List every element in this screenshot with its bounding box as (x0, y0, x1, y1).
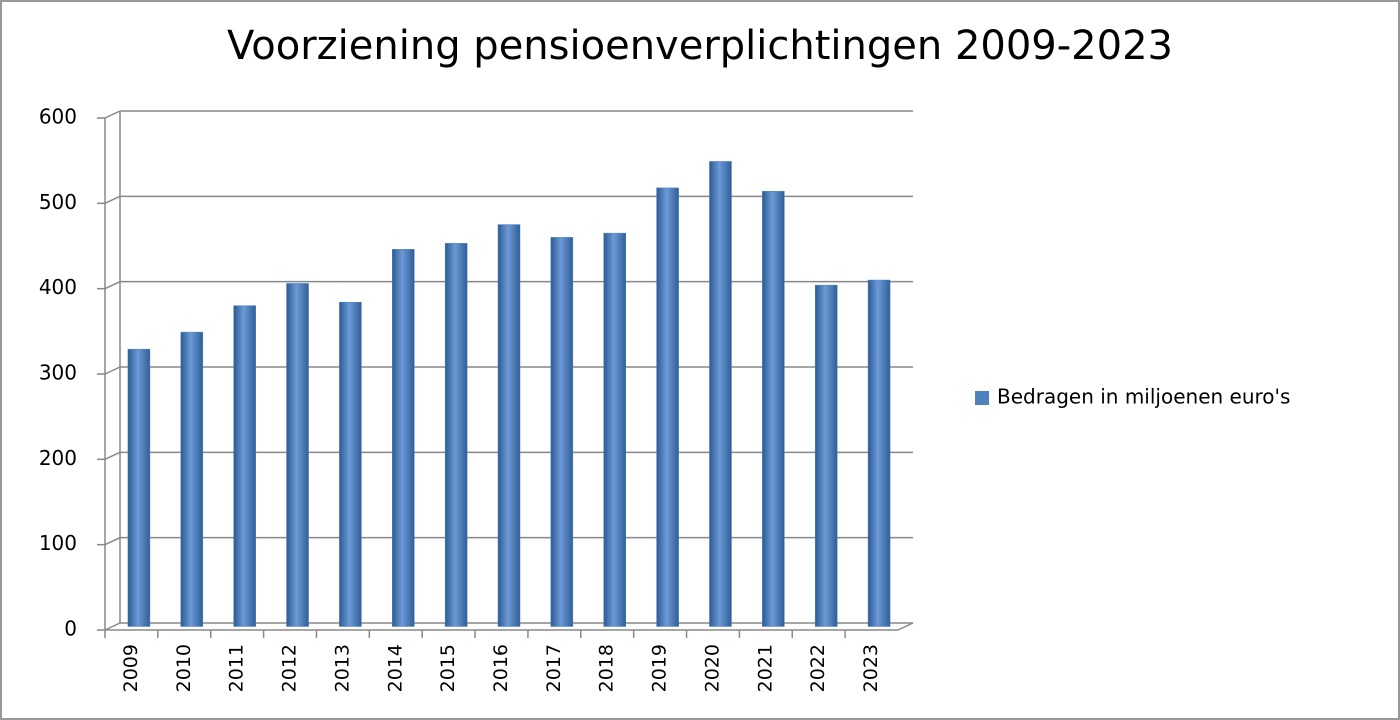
y-tick-label: 600 (39, 105, 77, 129)
x-tick-label: 2012 (279, 644, 301, 692)
grid-line-side (104, 195, 121, 205)
y-tick-label: 500 (39, 190, 77, 214)
bar (497, 224, 521, 627)
bar (233, 305, 256, 627)
x-tick-label: 2011 (226, 644, 248, 692)
y-tick-label: 300 (39, 361, 77, 385)
bar (814, 284, 838, 627)
bar (286, 283, 309, 627)
bar (867, 279, 891, 627)
grid-line-side (104, 451, 121, 461)
bar (127, 348, 151, 627)
bar (762, 191, 785, 627)
x-tick-label: 2013 (331, 644, 353, 692)
x-tick-label: 2018 (596, 644, 618, 692)
bar (656, 187, 679, 627)
bar (550, 237, 574, 627)
x-tick-label: 2016 (490, 644, 512, 692)
x-tick-label: 2020 (701, 644, 723, 692)
grid-line-side (104, 280, 121, 290)
y-tick-label: 200 (39, 446, 77, 470)
x-axis-side (897, 622, 914, 631)
x-tick-label: 2022 (807, 644, 829, 692)
x-tick-label: 2010 (173, 644, 195, 692)
x-tick-label: 2023 (860, 644, 882, 692)
bar (444, 243, 468, 627)
grid-line-side (104, 366, 121, 375)
chart-title: Voorziening pensioenverplichtingen 2009-… (227, 23, 1173, 69)
legend-label: Bedragen in miljoenen euro's (997, 385, 1290, 409)
x-tick-label: 2021 (754, 644, 776, 692)
y-tick-label: 100 (39, 531, 77, 555)
x-tick-label: 2017 (543, 644, 565, 692)
grid-line-side (104, 110, 121, 119)
x-tick-label: 2014 (384, 644, 406, 692)
y-tick-label: 400 (39, 275, 77, 299)
bar (339, 301, 362, 627)
x-tick-label: 2009 (120, 644, 142, 692)
y-tick-label: 0 (64, 617, 77, 641)
grid-line-side (104, 622, 121, 631)
bar (709, 161, 732, 627)
grid-line-side (104, 536, 121, 546)
bar (180, 331, 204, 627)
legend-swatch (975, 391, 989, 405)
bar (392, 249, 415, 627)
x-tick-label: 2015 (437, 644, 459, 692)
bar (603, 232, 626, 627)
x-tick-label: 2019 (649, 644, 671, 692)
